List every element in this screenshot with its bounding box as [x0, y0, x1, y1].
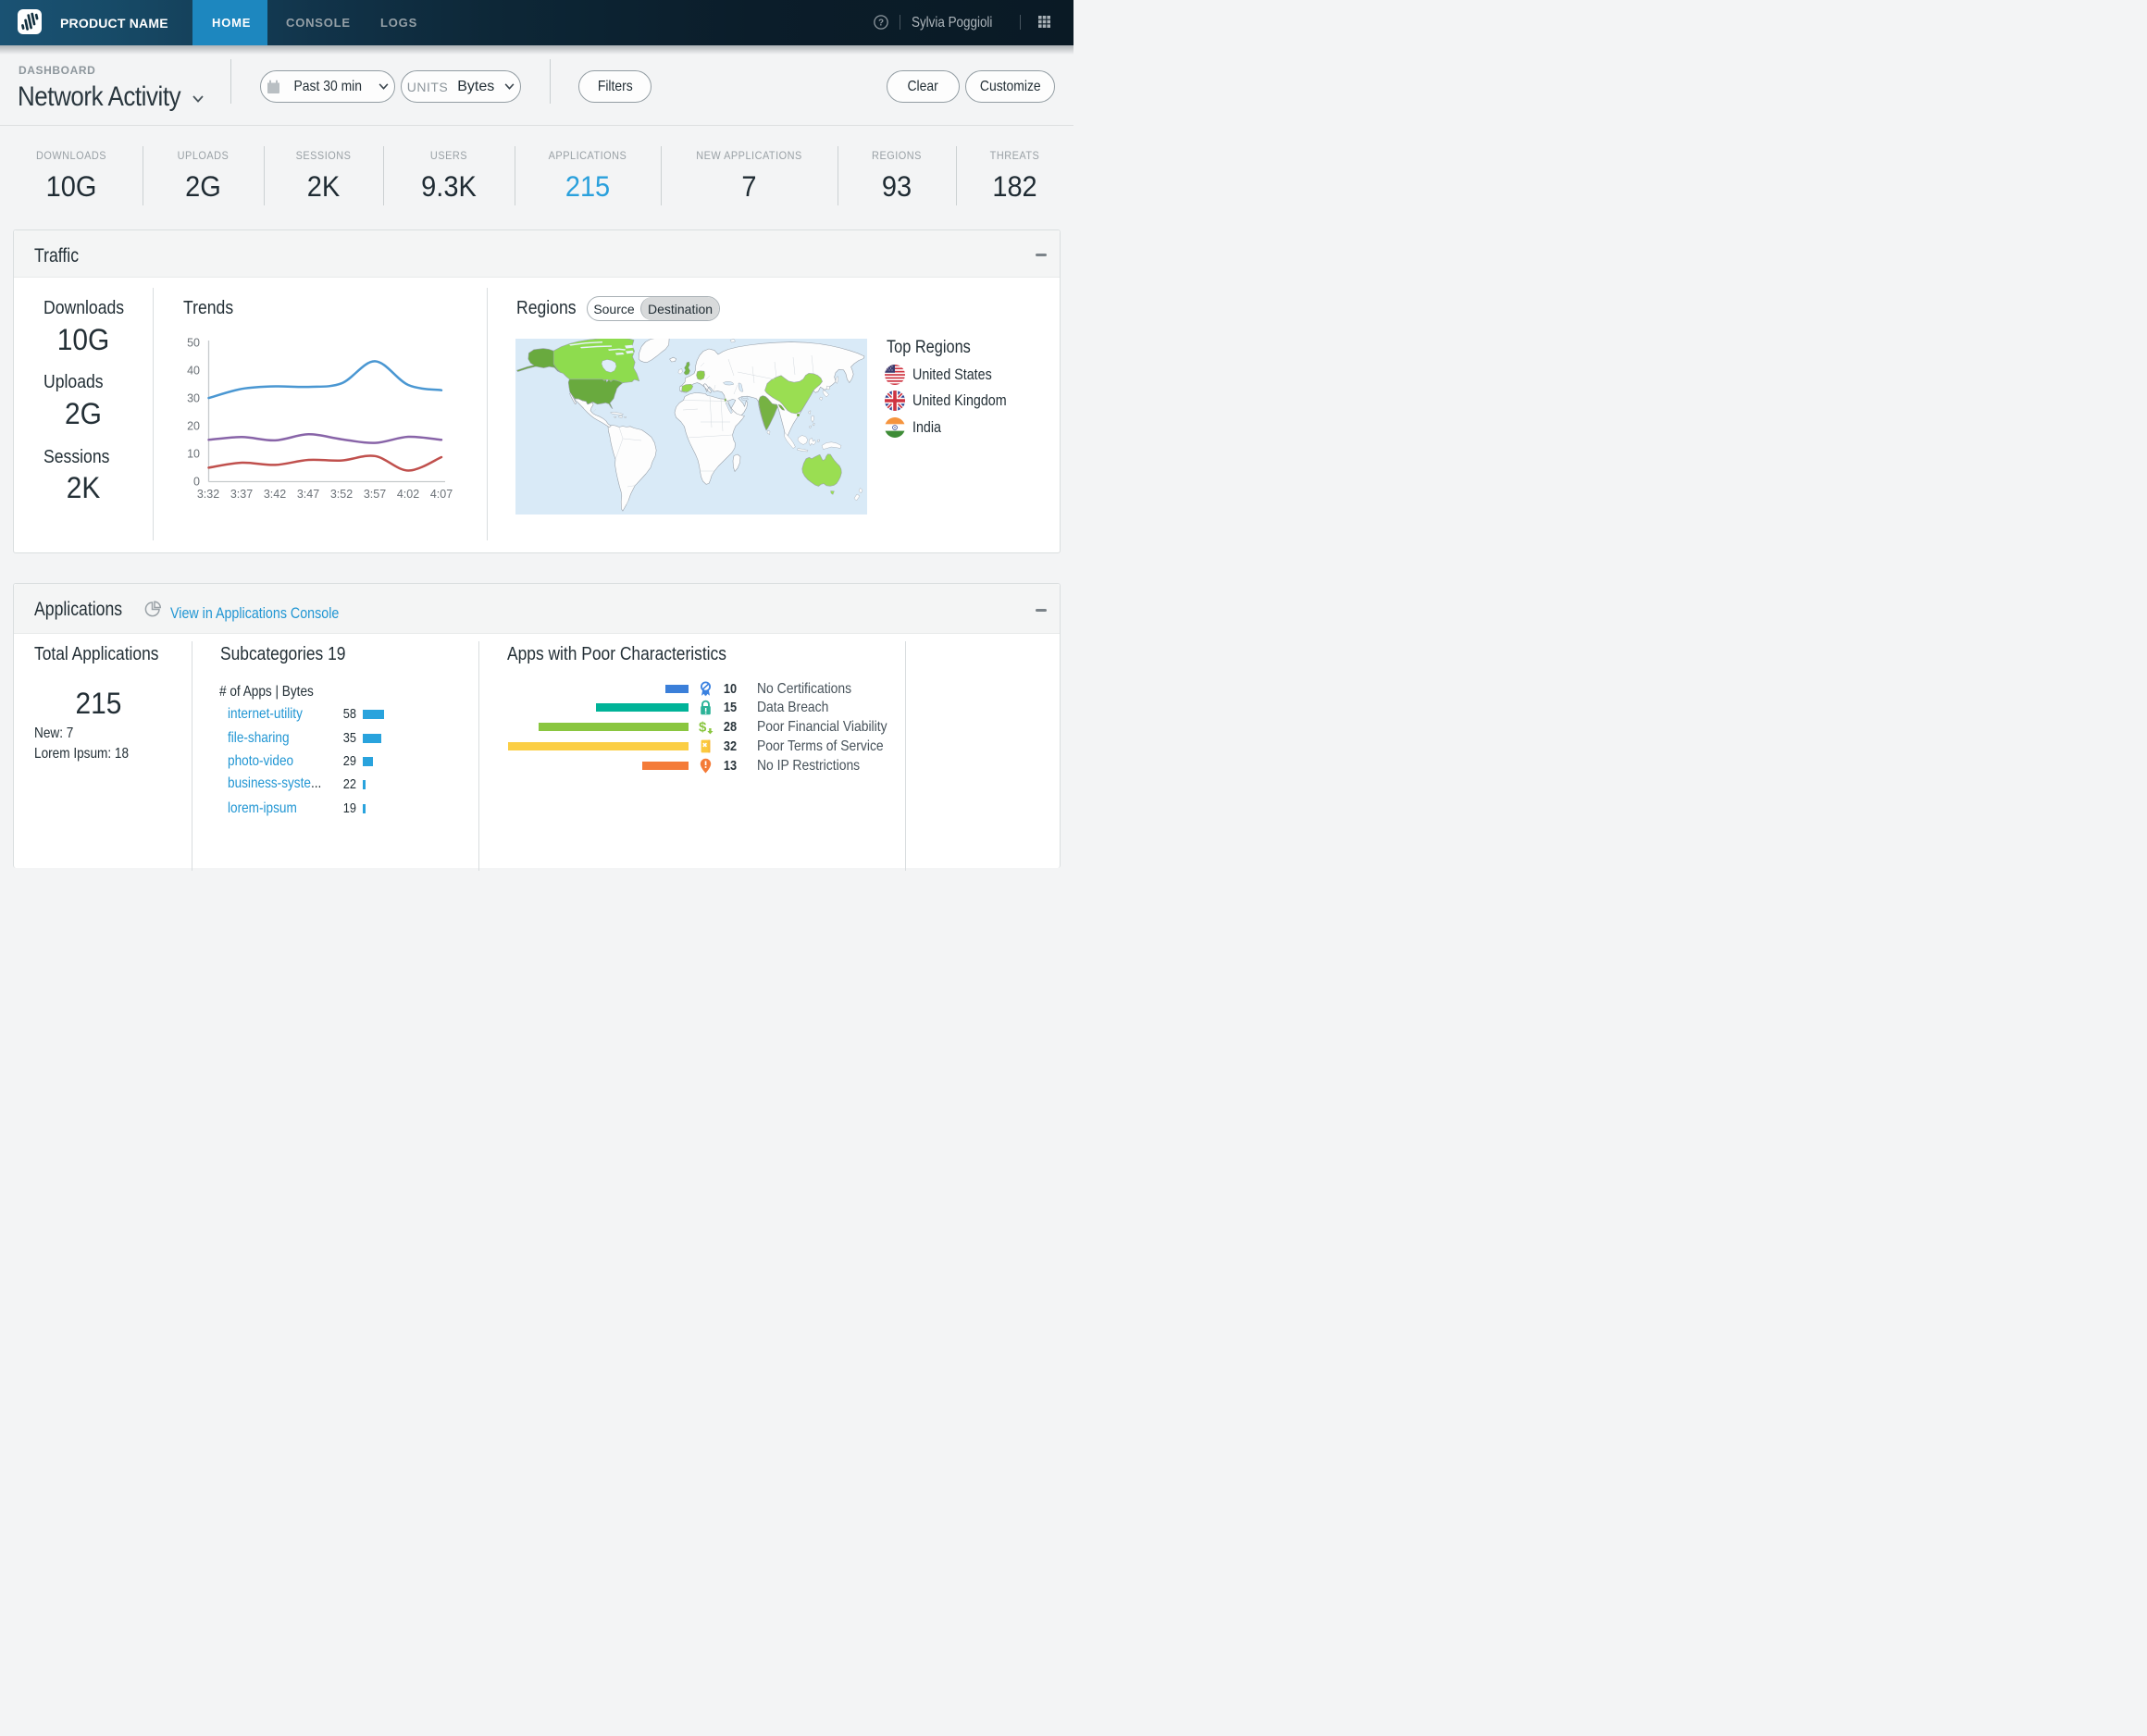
svg-text:0: 0 [193, 476, 200, 489]
svg-text:4:02: 4:02 [397, 488, 419, 501]
svg-text:10: 10 [187, 448, 200, 461]
svg-text:40: 40 [187, 365, 200, 378]
svg-text:4:07: 4:07 [430, 488, 453, 501]
svg-text:50: 50 [187, 337, 200, 350]
svg-text:20: 20 [187, 420, 200, 433]
svg-text:3:37: 3:37 [230, 488, 253, 501]
svg-text:$: $ [699, 720, 707, 736]
svg-text:3:57: 3:57 [364, 488, 386, 501]
svg-text:3:42: 3:42 [264, 488, 286, 501]
svg-text:3:32: 3:32 [197, 488, 219, 501]
svg-text:3:52: 3:52 [330, 488, 353, 501]
svg-text:30: 30 [187, 392, 200, 405]
svg-text:?: ? [877, 18, 883, 28]
svg-text:3:47: 3:47 [297, 488, 319, 501]
